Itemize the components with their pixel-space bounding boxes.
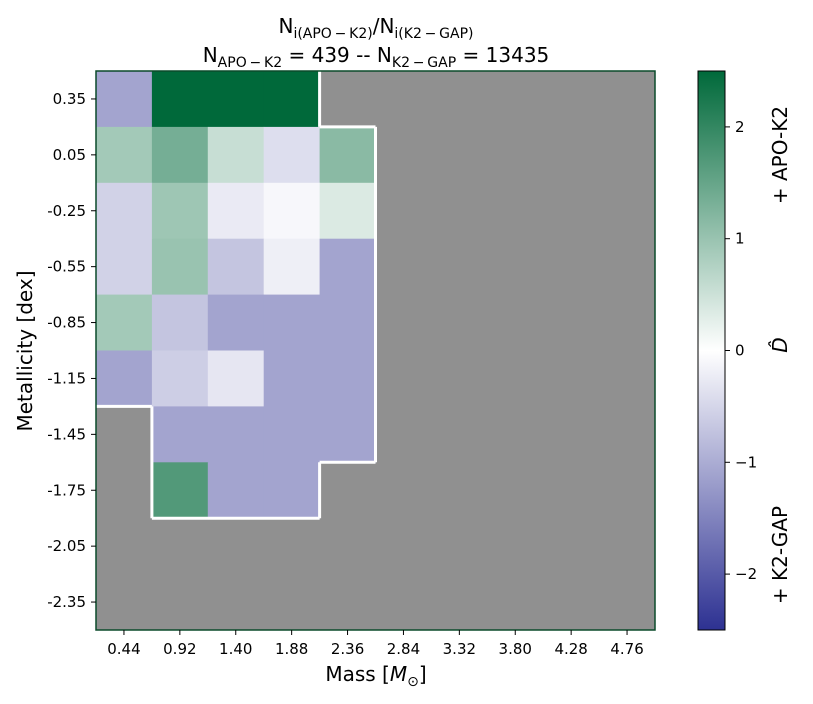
y-tick-label: -1.15 bbox=[47, 369, 86, 387]
data-region-outline bbox=[96, 71, 377, 520]
heatmap-cell bbox=[96, 71, 153, 128]
heatmap-cell bbox=[319, 294, 376, 351]
x-tick-label: 0.44 bbox=[107, 640, 140, 658]
heatmap-cell bbox=[319, 126, 376, 184]
chart-title-line1: Ni(APO − K2)/Ni(K2 − GAP) bbox=[278, 14, 473, 42]
heatmap-cell bbox=[207, 182, 265, 240]
colorbar-tick-label: 0 bbox=[735, 342, 745, 360]
heatmap-cell bbox=[207, 462, 265, 519]
heatmap-cell bbox=[263, 350, 321, 407]
y-tick-label: -1.45 bbox=[47, 425, 86, 443]
x-tick-label: 1.40 bbox=[219, 640, 252, 658]
heatmap-cell bbox=[319, 406, 376, 463]
heatmap-cell bbox=[207, 350, 265, 407]
heatmap-cell bbox=[96, 126, 153, 184]
y-tick-label: -2.35 bbox=[47, 593, 86, 611]
y-tick-label: 0.05 bbox=[53, 146, 86, 164]
heatmap-cell bbox=[207, 406, 265, 463]
x-tick-label: 1.88 bbox=[275, 640, 308, 658]
x-tick-label: 3.80 bbox=[499, 640, 532, 658]
x-tick-label: 2.36 bbox=[331, 640, 364, 658]
colorbar-label-top: + APO-K2 bbox=[768, 106, 792, 204]
heatmap-cell bbox=[207, 71, 265, 128]
colorbar-gradient bbox=[697, 70, 726, 631]
x-tick-label: 4.28 bbox=[554, 640, 587, 658]
heatmap-cell bbox=[263, 238, 321, 296]
heatmap-cell bbox=[263, 294, 321, 351]
heatmap-cell bbox=[96, 238, 153, 296]
colorbar-tick-label: −1 bbox=[735, 453, 757, 471]
y-tick-label: -1.75 bbox=[47, 481, 86, 499]
heatmap-cell bbox=[263, 406, 321, 463]
heatmap-cell bbox=[263, 462, 321, 519]
heatmap-cell bbox=[263, 126, 321, 184]
colorbar: 2 1 0 −1 −2 + APO-K2 D̂ + K2-GAP bbox=[697, 70, 792, 631]
heatmap-cell bbox=[151, 294, 209, 351]
x-tick-label: 4.76 bbox=[610, 640, 643, 658]
heatmap-cell bbox=[151, 126, 209, 184]
y-tick-label: -0.55 bbox=[47, 258, 86, 276]
x-axis-ticks: 0.44 0.92 1.40 1.88 2.36 2.84 3.32 3.80 4.28 4.76 bbox=[107, 630, 644, 658]
x-axis-label: Mass [M⊙] bbox=[325, 662, 426, 690]
heatmap-cell bbox=[151, 462, 209, 519]
x-tick-label: 2.84 bbox=[387, 640, 420, 658]
colorbar-tick-label: −2 bbox=[735, 565, 757, 583]
heatmap-cell bbox=[96, 294, 153, 351]
heatmap-cell bbox=[151, 406, 209, 463]
heatmap-cell bbox=[263, 71, 321, 128]
x-tick-label: 0.92 bbox=[163, 640, 196, 658]
heatmap-cell bbox=[207, 238, 265, 296]
heatmap-cell bbox=[263, 182, 321, 240]
heatmap-cell bbox=[319, 238, 376, 296]
y-axis-label: Metallicity [dex] bbox=[13, 270, 37, 431]
x-tick-label: 3.32 bbox=[443, 640, 476, 658]
heatmap-cell bbox=[319, 350, 376, 407]
colorbar-tick-label: 2 bbox=[735, 118, 745, 136]
chart-title-line2: NAPO − K2 = 439 -- NK2 − GAP = 13435 bbox=[203, 43, 550, 71]
heatmap-cell bbox=[151, 350, 209, 407]
y-tick-label: 0.35 bbox=[53, 90, 86, 108]
heatmap-cell bbox=[151, 71, 209, 128]
heatmap-cell bbox=[96, 182, 153, 240]
heatmap-cell bbox=[207, 126, 265, 184]
y-tick-label: -0.85 bbox=[47, 314, 86, 332]
y-tick-label: -0.25 bbox=[47, 202, 86, 220]
colorbar-label-mid: D̂ bbox=[768, 337, 792, 352]
y-axis-ticks: 0.35 0.05 -0.25 -0.55 -0.85 -1.15 -1.45 -1.75 -2… bbox=[47, 90, 96, 611]
heatmap-cell bbox=[96, 350, 153, 407]
colorbar-tick-label: 1 bbox=[735, 230, 745, 248]
colorbar-ticks: 2 1 0 −1 −2 bbox=[725, 118, 757, 583]
y-tick-label: -2.05 bbox=[47, 537, 86, 555]
plot-frame bbox=[95, 70, 656, 631]
heatmap-cell bbox=[151, 182, 209, 240]
heatmap-cell bbox=[151, 238, 209, 296]
heatmap-cell bbox=[319, 182, 376, 240]
heatmap-cell bbox=[207, 294, 265, 351]
colorbar-label-bottom: + K2-GAP bbox=[768, 506, 792, 604]
heatmap-cells bbox=[96, 71, 376, 519]
plot-area: 0.44 0.92 1.40 1.88 2.36 2.84 3.32 3.80 4.28 4.76… bbox=[47, 70, 656, 658]
